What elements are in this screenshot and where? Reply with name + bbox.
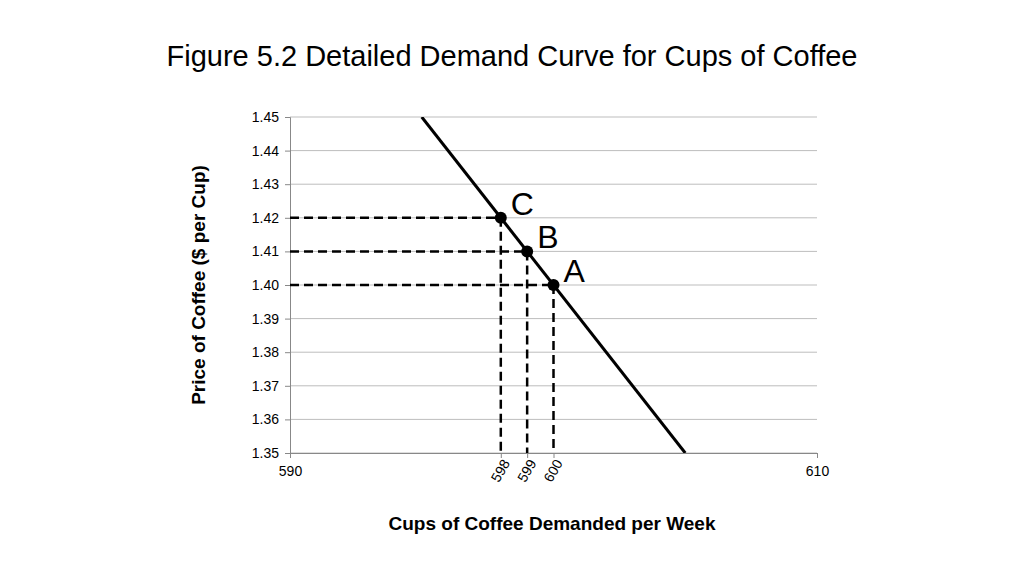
point-labels: ABC	[511, 186, 586, 289]
y-axis-title: Price of Coffee ($ per Cup)	[188, 165, 209, 405]
point-label: A	[564, 253, 586, 289]
y-tick-mark	[285, 453, 290, 454]
y-tick: 1.45	[252, 109, 290, 125]
x-tick-mark	[290, 453, 291, 458]
y-tick-mark	[285, 285, 290, 286]
y-tick-label: 1.36	[252, 411, 279, 427]
guide-horizontal	[290, 250, 527, 253]
chart: Figure 5.2 Detailed Demand Curve for Cup…	[0, 0, 1024, 576]
guide-vertical	[552, 285, 555, 453]
y-tick-mark	[285, 419, 290, 420]
grid-line	[290, 217, 817, 218]
y-axis-line	[285, 118, 291, 454]
grid-line	[290, 117, 817, 118]
grid-line	[290, 184, 817, 185]
x-tick-label: 600	[540, 456, 566, 484]
y-axis: 1.35 1.36 1.37 1.38 1.39 1.40 1.41 1.42 1.43 1.44…	[252, 109, 291, 461]
y-tick-label: 1.39	[252, 311, 279, 327]
guide-horizontal	[290, 284, 554, 287]
y-tick-mark	[285, 218, 290, 219]
guide-horizontal	[290, 217, 501, 220]
y-tick-mark	[285, 184, 290, 185]
x-tick: 598	[488, 453, 514, 485]
y-tick: 1.36	[252, 411, 290, 427]
y-tick-label: 1.35	[252, 445, 279, 461]
y-tick-mark	[285, 352, 290, 353]
y-tick: 1.37	[252, 378, 290, 394]
y-tick-label: 1.45	[252, 109, 279, 125]
y-tick-mark	[285, 151, 290, 152]
grid-line	[290, 150, 817, 151]
point-label: B	[537, 219, 558, 255]
x-tick-mark	[817, 453, 818, 458]
y-tick: 1.38	[252, 344, 290, 360]
y-tick: 1.40	[252, 277, 290, 293]
y-tick: 1.39	[252, 311, 290, 327]
x-axis-line	[291, 454, 818, 459]
y-tick: 1.35	[252, 445, 290, 461]
x-axis: 590 598599600 610	[279, 453, 830, 485]
x-tick: 600	[540, 453, 566, 485]
demand-line	[422, 117, 686, 453]
y-tick: 1.42	[252, 210, 290, 226]
x-tick-label: 610	[806, 463, 830, 479]
x-tick-mark	[554, 453, 555, 458]
y-tick-mark	[285, 117, 290, 118]
marks	[290, 117, 685, 453]
x-tick-mark	[501, 453, 502, 458]
y-tick-mark	[285, 319, 290, 320]
y-tick: 1.41	[252, 243, 290, 259]
y-tick-mark	[285, 386, 290, 387]
x-tick: 599	[514, 453, 540, 485]
y-tick-label: 1.37	[252, 378, 279, 394]
y-tick: 1.43	[252, 176, 290, 192]
x-axis-title: Cups of Coffee Demanded per Week	[389, 513, 716, 534]
point-label: C	[511, 186, 534, 222]
y-tick: 1.44	[252, 143, 290, 159]
grid-line	[290, 352, 817, 353]
grid	[290, 117, 817, 453]
x-tick: 610	[806, 453, 830, 479]
y-tick-label: 1.41	[252, 243, 279, 259]
x-tick: 590	[279, 453, 303, 479]
point	[548, 279, 560, 291]
point	[521, 245, 533, 257]
x-tick-label: 590	[279, 463, 303, 479]
y-tick-label: 1.40	[252, 277, 279, 293]
point	[495, 212, 507, 224]
y-tick-label: 1.38	[252, 344, 279, 360]
guide-vertical	[500, 218, 503, 453]
y-tick-mark	[285, 251, 290, 252]
y-tick-label: 1.44	[252, 143, 279, 159]
guide-vertical	[526, 251, 529, 453]
x-tick-mark	[527, 453, 528, 458]
x-tick-label: 598	[488, 456, 514, 484]
x-tick-label: 599	[514, 456, 540, 484]
y-tick-label: 1.42	[252, 210, 279, 226]
title: Figure 5.2 Detailed Demand Curve for Cup…	[167, 40, 858, 72]
y-tick-label: 1.43	[252, 176, 279, 192]
